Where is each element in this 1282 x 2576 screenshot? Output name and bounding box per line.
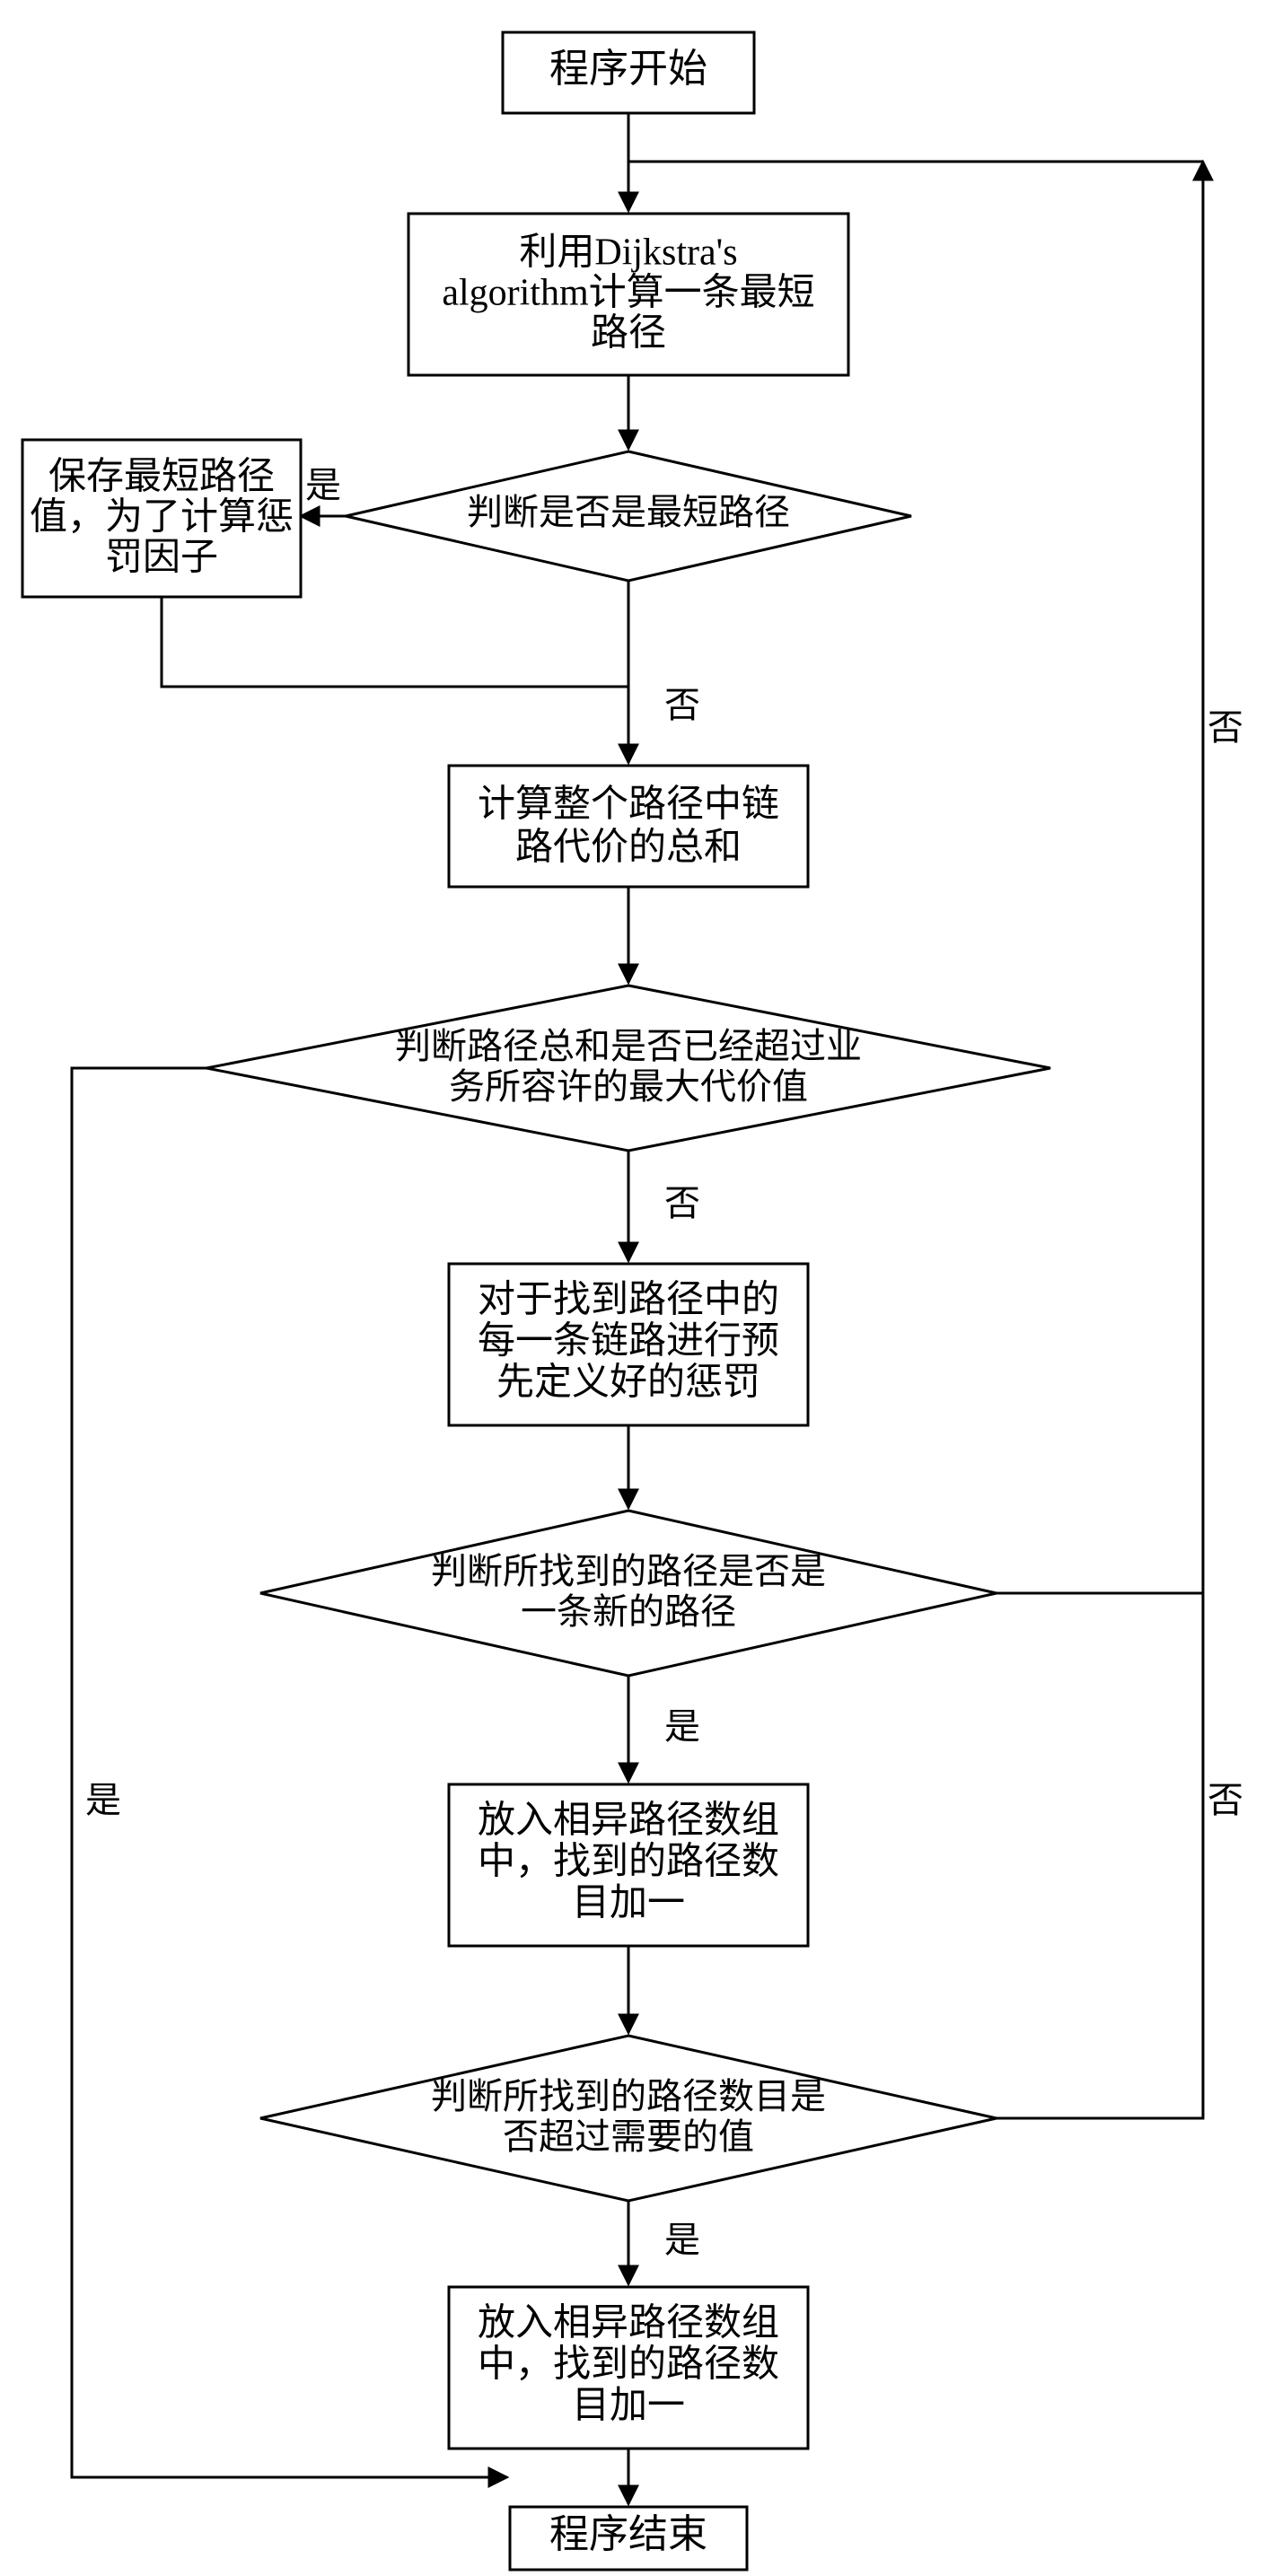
node-start: 程序开始 [503, 32, 754, 113]
node-save-penalty-t1: 保存最短路径 [48, 457, 275, 498]
node-save-penalty: 保存最短路径 值，为了计算惩 罚因子 [22, 440, 301, 597]
node-is-shortest: 判断是否是最短路径 [346, 451, 911, 581]
node-end: 程序结束 [510, 2507, 747, 2570]
node-store-path-1-t2: 中，找到的路径数 [478, 1842, 779, 1883]
node-dijkstra-t1: 利用Dijkstra's [519, 232, 737, 274]
node-is-shortest-t1: 判断是否是最短路径 [467, 492, 790, 532]
edge-exceedmax-yes [72, 1068, 507, 2477]
node-exceed-max: 判断路径总和是否已经超过业 务所容许的最大代价值 [206, 986, 1050, 1151]
node-dijkstra: 利用Dijkstra's algorithm计算一条最短 路径 [408, 214, 848, 375]
node-exceed-max-t2: 务所容许的最大代价值 [449, 1066, 808, 1107]
node-count-exceed-t1: 判断所找到的路径数目是 [431, 2076, 826, 2116]
node-is-new-path-t2: 一条新的路径 [521, 1591, 736, 1632]
node-store-path-2: 放入相异路径数组 中，找到的路径数 目加一 [449, 2287, 808, 2449]
node-store-path-2-t3: 目加一 [572, 2386, 685, 2427]
node-dijkstra-t3: 路径 [591, 313, 666, 355]
node-sum-cost-t2: 路代价的总和 [515, 828, 742, 869]
label-isnew-yes: 是 [664, 1706, 700, 1747]
node-store-path-2-t2: 中，找到的路径数 [478, 2344, 779, 2386]
label-countexceed-yes: 是 [664, 2220, 700, 2260]
label-exceedmax-no: 否 [664, 1183, 700, 1223]
node-count-exceed: 判断所找到的路径数目是 否超过需要的值 [260, 2036, 997, 2201]
node-start-text: 程序开始 [549, 47, 707, 91]
node-store-path-1: 放入相异路径数组 中，找到的路径数 目加一 [449, 1784, 808, 1946]
node-is-new-path: 判断所找到的路径是否是 一条新的路径 [260, 1511, 997, 1676]
node-save-penalty-t2: 值，为了计算惩 [30, 497, 294, 539]
node-end-text: 程序结束 [549, 2512, 707, 2556]
node-penalize-links-t2: 每一条链路进行预 [478, 1321, 779, 1362]
node-dijkstra-t2: algorithm计算一条最短 [442, 273, 814, 314]
node-penalize-links-t3: 先定义好的惩罚 [496, 1362, 760, 1404]
label-isshortest-no: 否 [664, 685, 700, 725]
node-store-path-1-t3: 目加一 [572, 1883, 685, 1924]
node-sum-cost-t1: 计算整个路径中链 [478, 784, 779, 826]
label-exceedmax-yes: 是 [85, 1780, 121, 1820]
label-countexceed-no-up: 否 [1207, 707, 1243, 748]
node-save-penalty-t3: 罚因子 [105, 538, 218, 579]
node-store-path-1-t1: 放入相异路径数组 [478, 1801, 779, 1842]
node-exceed-max-t1: 判断路径总和是否已经超过业 [395, 1026, 862, 1066]
label-isshortest-yes: 是 [305, 465, 341, 505]
node-sum-cost: 计算整个路径中链 路代价的总和 [449, 766, 808, 887]
node-penalize-links: 对于找到路径中的 每一条链路进行预 先定义好的惩罚 [449, 1264, 808, 1425]
node-store-path-2-t1: 放入相异路径数组 [478, 2303, 779, 2344]
label-isnew-no: 否 [1207, 1780, 1243, 1820]
edge-savepenalty-merge [162, 597, 628, 687]
edge-isnew-no [997, 162, 1203, 1593]
node-penalize-links-t1: 对于找到路径中的 [478, 1280, 779, 1321]
node-is-new-path-t1: 判断所找到的路径是否是 [431, 1551, 826, 1591]
node-count-exceed-t2: 否超过需要的值 [503, 2116, 754, 2157]
edge-countexceed-no [997, 1593, 1203, 2118]
